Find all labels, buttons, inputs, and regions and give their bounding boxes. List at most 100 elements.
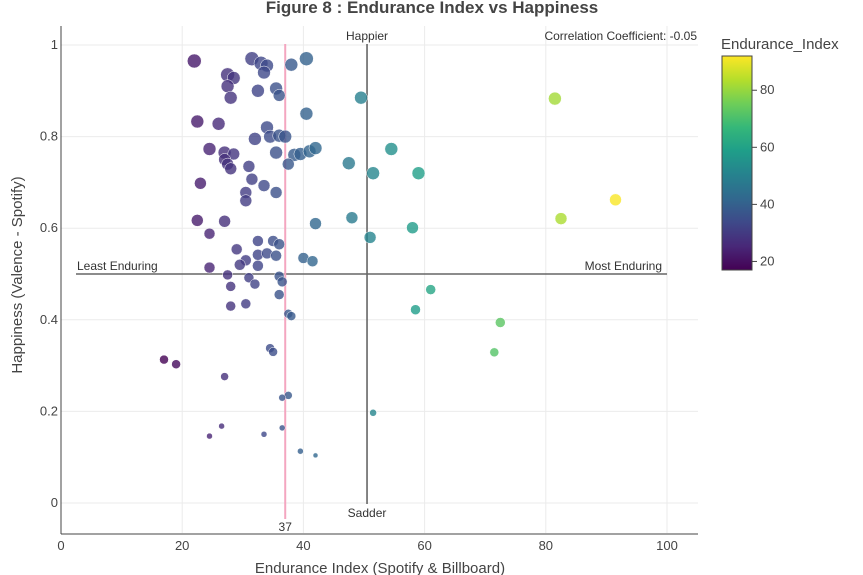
scatter-point <box>384 142 399 156</box>
scatter-point <box>609 193 622 207</box>
scatter-point <box>223 90 238 105</box>
scatter-point <box>257 179 271 192</box>
colorbar-tick-label: 40 <box>760 196 774 211</box>
scatter-point <box>191 214 204 227</box>
scatter-point <box>276 276 288 288</box>
scatter-points <box>159 51 622 459</box>
scatter-point <box>306 255 319 267</box>
scatter-point <box>190 114 205 129</box>
scatter-point <box>230 243 243 256</box>
colorbar-tick-label: 60 <box>760 139 774 154</box>
scatter-point <box>225 300 236 312</box>
scatter-point <box>354 90 368 105</box>
scatter-point <box>218 422 225 430</box>
scatter-point <box>268 347 278 357</box>
scatter-point <box>224 162 237 175</box>
scatter-point <box>171 359 181 369</box>
x-tick-label: 60 <box>417 538 431 553</box>
x-tick-label: 0 <box>57 538 64 553</box>
scatter-point <box>240 298 252 310</box>
scatter-point <box>282 157 295 171</box>
scatter-point <box>548 91 562 106</box>
scatter-point <box>245 172 259 186</box>
least-enduring-annotation: Least Enduring <box>77 259 158 273</box>
colorbar-tick-label: 20 <box>760 253 774 268</box>
colorbar: Endurance_Index 20 40 60 80 <box>721 36 839 271</box>
scatter-point <box>273 289 285 300</box>
scatter-point <box>239 194 253 207</box>
scatter-point <box>489 347 500 358</box>
scatter-point <box>299 51 314 66</box>
scatter-point <box>203 261 216 274</box>
scatter-point <box>202 142 217 156</box>
scatter-point <box>225 281 236 292</box>
scatter-point <box>194 177 207 190</box>
average-line-label: 37 <box>279 520 293 534</box>
scatter-point <box>249 278 261 290</box>
scatter-point <box>410 304 421 315</box>
y-tick-label: 0.8 <box>40 129 58 144</box>
scatter-point <box>242 160 256 173</box>
scatter-point <box>159 354 169 365</box>
scatter-point <box>211 117 226 131</box>
y-tick-label: 0 <box>51 495 58 510</box>
scatter-point <box>366 166 380 180</box>
scatter-point <box>222 269 233 281</box>
scatter-point <box>260 431 268 438</box>
scatter-point <box>411 166 426 180</box>
scatter-point <box>203 227 216 240</box>
most-enduring-annotation: Most Enduring <box>585 259 662 273</box>
scatter-point <box>284 57 299 72</box>
scatter-point <box>206 432 213 440</box>
happier-annotation: Happier <box>346 29 388 43</box>
scatter-point <box>495 317 506 328</box>
colorbar-tick-label: 80 <box>760 82 774 97</box>
scatter-point <box>342 156 356 170</box>
scatter-point <box>252 260 264 272</box>
scatter-point <box>252 235 264 247</box>
scatter-point <box>218 215 231 228</box>
scatter-point <box>234 259 246 271</box>
scatter-point <box>187 53 202 69</box>
scatter-point <box>273 238 285 250</box>
scatter-point <box>251 84 265 98</box>
scatter-point <box>406 221 419 234</box>
scatter-point <box>308 141 323 155</box>
y-tick-label: 0.4 <box>40 312 58 327</box>
scatter-point <box>270 249 282 262</box>
colorbar-title: Endurance_Index <box>721 36 839 53</box>
scatter-point <box>299 106 314 121</box>
colorbar-gradient <box>721 55 753 271</box>
scatter-point <box>312 452 319 459</box>
scatter-point <box>269 186 283 199</box>
scatter-point <box>272 89 286 102</box>
correlation-annotation: Correlation Coefficient: -0.05 <box>544 29 697 43</box>
scatter-point <box>363 231 377 244</box>
y-tick-label: 1 <box>51 37 58 52</box>
scatter-point <box>257 65 271 80</box>
x-tick-label: 20 <box>175 538 189 553</box>
y-axis: 0 0.2 0.4 0.6 0.8 1 <box>40 26 62 534</box>
scatter-point <box>554 212 568 225</box>
scatter-point <box>278 393 286 402</box>
scatter-point <box>309 217 322 230</box>
y-tick-label: 0.6 <box>40 220 58 235</box>
scatter-point <box>278 424 286 432</box>
x-axis-title: Endurance Index (Spotify & Billboard) <box>255 560 505 575</box>
scatter-point <box>297 447 304 455</box>
x-tick-label: 100 <box>656 538 678 553</box>
scatter-point <box>369 409 377 417</box>
scatter-point <box>425 284 436 295</box>
scatter-point <box>220 372 229 381</box>
scatter-point <box>286 311 297 321</box>
x-tick-label: 40 <box>296 538 310 553</box>
scatter-point <box>345 211 359 224</box>
y-tick-label: 0.2 <box>40 403 58 418</box>
x-axis: 0 20 40 60 80 100 <box>57 533 698 553</box>
sadder-annotation: Sadder <box>348 506 387 520</box>
scatter-point <box>248 132 262 146</box>
scatter-point <box>269 145 283 160</box>
x-tick-label: 80 <box>539 538 553 553</box>
chart-title: Figure 8 : Endurance Index vs Happiness <box>266 0 599 17</box>
